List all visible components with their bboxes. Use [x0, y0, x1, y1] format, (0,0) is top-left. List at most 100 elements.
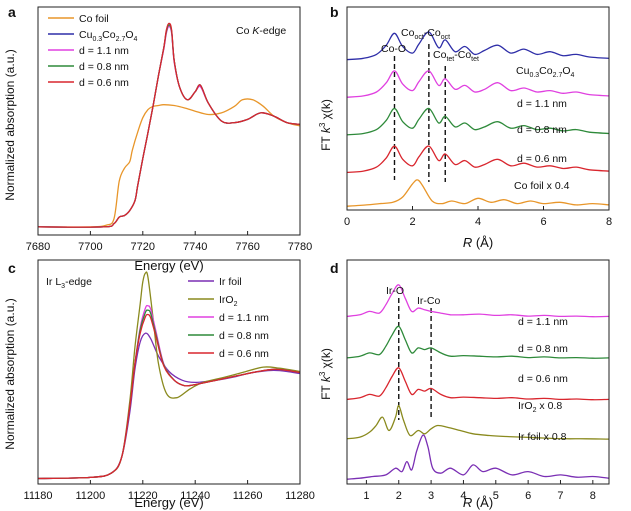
panel-d-series-labels: d = 1.1 nm d = 0.8 nm d = 0.6 nm IrO2 x …	[518, 316, 568, 443]
series-label: d = 0.8 nm	[517, 124, 567, 136]
x-tick-label: 6	[525, 490, 531, 502]
panel-letter-b: b	[330, 4, 339, 20]
x-tick-label: 11260	[233, 490, 263, 502]
panel-d-annotations: Ir-O Ir-Co	[386, 285, 440, 307]
x-tick-label: 2	[396, 490, 402, 502]
panel-b: b FT k3 χ(k) 0 2 4 6 8 R (Å) Co-O Cooct-Cooc…	[318, 4, 612, 250]
x-tick-label: 4	[475, 216, 481, 228]
panel-c-title: Ir L3-edge	[46, 276, 92, 290]
x-tick-label: 11220	[128, 490, 158, 502]
x-tick-label: 11240	[180, 490, 210, 502]
legend-label: d = 0.6 nm	[79, 77, 129, 89]
panel-d-xlabel: R (Å)	[463, 495, 493, 510]
panel-c: c Normalized absorption (a.u.) 11180 1120…	[3, 259, 315, 510]
x-tick-label: 7720	[131, 241, 155, 253]
panel-d-frame	[346, 259, 610, 485]
panel-b-frame	[346, 6, 610, 211]
panel-letter-a: a	[8, 4, 16, 20]
panel-c-xlabel: Energy (eV)	[134, 495, 203, 510]
series-label: d = 0.8 nm	[518, 343, 568, 355]
series-line-d-1-1-nm	[346, 284, 610, 318]
panel-b-ylabel: FT k3 χ(k)	[318, 99, 333, 151]
x-tick-label: 11180	[24, 490, 53, 502]
x-tick-label: 3	[428, 490, 434, 502]
series-line-d-0-6-nm	[37, 22, 301, 228]
annotation-co-o: Co-O	[381, 43, 406, 55]
series-line-ir-foil-x-0-8	[346, 434, 610, 480]
panel-b-dashlines	[393, 44, 446, 182]
panel-a-ticks: 7680 7700 7720 7740 7760 7780	[26, 231, 312, 253]
panel-a-series	[37, 22, 301, 228]
series-label: Cu0.3Co2.7O4	[516, 65, 575, 79]
panel-d-series	[346, 284, 610, 480]
panel-c-series	[37, 271, 301, 480]
series-line-d-1-1-nm	[37, 25, 301, 228]
series-line-iro2-x-0-8	[346, 404, 610, 440]
x-tick-label: 8	[606, 216, 612, 228]
x-tick-label: 7700	[78, 241, 102, 253]
series-label: d = 1.1 nm	[518, 316, 568, 328]
legend-label: Ir foil	[219, 276, 242, 288]
x-tick-label: 7760	[235, 241, 259, 253]
panel-a-frame	[37, 6, 301, 236]
series-label: IrO2 x 0.8	[518, 400, 562, 414]
panel-a-legend: Co foil Cu0.3Co2.7O4 d = 1.1 nm d = 0.8 …	[48, 13, 138, 89]
annotation-co-co-tet: Cotet-Cotet	[433, 49, 479, 63]
series-line-d-0-6-nm	[37, 313, 301, 480]
annotation-co-co-oct: Cooct-Cooct	[401, 27, 450, 41]
series-line-d-0-6-nm	[346, 367, 610, 401]
x-tick-label: 11280	[285, 490, 315, 502]
panel-a-xlabel: Energy (eV)	[134, 258, 203, 273]
panel-letter-d: d	[330, 260, 339, 276]
x-tick-label: 1	[363, 490, 369, 502]
panel-b-series	[346, 31, 610, 207]
panel-b-series-labels: Cu0.3Co2.7O4 d = 1.1 nm d = 0.8 nm d = 0…	[514, 65, 575, 192]
series-line-d-1-1-nm	[346, 70, 610, 98]
panel-a: a Normalized absorption (a.u.) 7680 7700 7…	[3, 4, 312, 273]
panel-c-frame	[37, 259, 301, 485]
series-label: d = 1.1 nm	[517, 98, 567, 110]
panel-c-ylabel: Normalized absorption (a.u.)	[3, 298, 17, 449]
panel-d-ylabel: FT k3 χ(k)	[318, 348, 333, 400]
series-label: Ir foil x 0.8	[518, 431, 567, 443]
x-tick-label: 11200	[76, 490, 106, 502]
panel-c-legend: Ir foil IrO2 d = 1.1 nm d = 0.8 nm d = 0…	[188, 276, 269, 360]
x-tick-label: 2	[409, 216, 415, 228]
series-label: d = 0.6 nm	[518, 373, 568, 385]
series-line-cu0-3co2-7o4	[37, 24, 301, 228]
legend-label: d = 0.8 nm	[79, 61, 129, 73]
x-tick-label: 4	[460, 490, 466, 502]
annotation-ir-co: Ir-Co	[417, 295, 440, 307]
panel-b-ticks: 0 2 4 6 8	[344, 206, 612, 228]
series-line-co-foil	[37, 98, 301, 228]
x-tick-label: 8	[590, 490, 596, 502]
series-label: Co foil x 0.4	[514, 180, 570, 192]
series-line-d-0-6-nm	[346, 145, 610, 174]
panel-letter-c: c	[8, 260, 16, 276]
x-tick-label: 7780	[288, 241, 312, 253]
series-label: d = 0.6 nm	[517, 153, 567, 165]
panel-c-ticks: 11180 11200 11220 11240 11260 11280	[24, 480, 315, 502]
x-tick-label: 7	[557, 490, 563, 502]
x-tick-label: 7740	[183, 241, 207, 253]
panel-b-xlabel: R (Å)	[463, 235, 493, 250]
panel-a-ylabel: Normalized absorption (a.u.)	[3, 49, 17, 200]
series-line-d-0-8-nm	[37, 24, 301, 228]
x-tick-label: 5	[493, 490, 499, 502]
panel-b-annotations: Co-O Cooct-Cooct Cotet-Cotet	[381, 27, 479, 63]
legend-label: Cu0.3Co2.7O4	[79, 29, 138, 43]
legend-label: d = 0.8 nm	[219, 330, 269, 342]
legend-label: d = 0.6 nm	[219, 348, 269, 360]
series-line-cu0-3co2-7o4	[346, 31, 610, 61]
legend-label: Co foil	[79, 13, 109, 25]
x-tick-label: 7680	[26, 241, 50, 253]
panel-d-dashlines	[398, 298, 432, 420]
panel-a-title: Co K-edge	[236, 25, 286, 37]
x-tick-label: 6	[540, 216, 546, 228]
legend-label: IrO2	[219, 294, 238, 308]
legend-label: d = 1.1 nm	[219, 312, 269, 324]
series-line-d-0-8-nm	[346, 325, 610, 359]
annotation-ir-o: Ir-O	[386, 285, 404, 297]
series-line-co-foil-x-0-4	[346, 179, 610, 207]
